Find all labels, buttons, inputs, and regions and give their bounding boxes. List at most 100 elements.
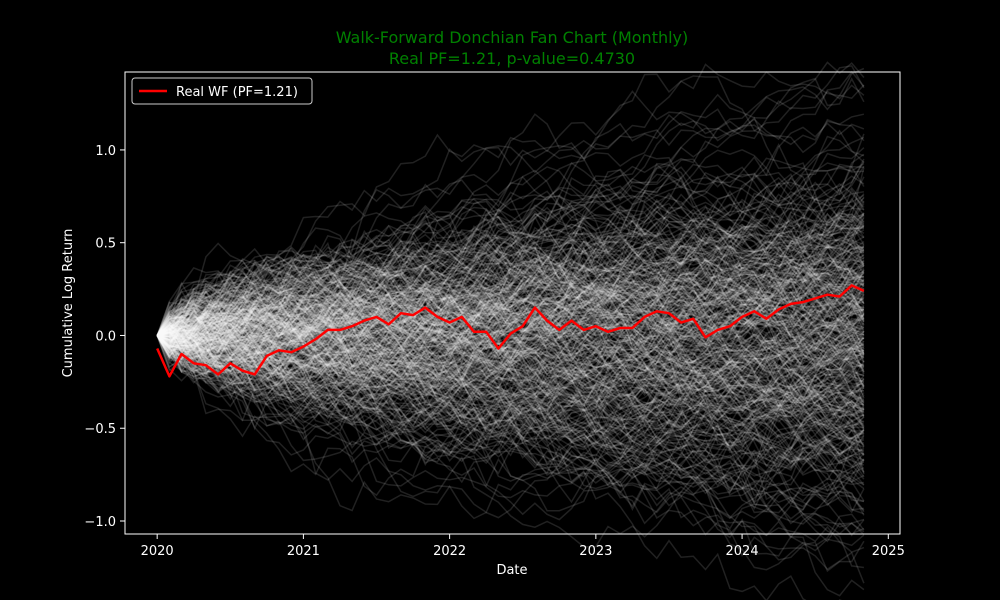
- simulation-path: [156, 305, 865, 384]
- simulation-path: [156, 77, 865, 337]
- simulation-path: [156, 90, 865, 349]
- x-tick-label: 2024: [726, 544, 759, 559]
- simulation-path: [156, 318, 865, 397]
- simulation-path: [156, 268, 865, 360]
- simulation-path: [157, 290, 865, 375]
- simulation-path: [156, 256, 865, 371]
- simulation-path: [156, 241, 865, 354]
- simulation-path: [157, 321, 865, 411]
- simulation-path: [156, 122, 865, 337]
- simulation-path: [157, 165, 864, 370]
- simulation-path: [156, 312, 865, 467]
- simulation-path: [156, 288, 865, 435]
- simulation-path: [156, 308, 865, 378]
- simulation-path: [156, 252, 865, 370]
- simulation-path: [156, 197, 865, 380]
- simulation-path: [156, 231, 865, 357]
- simulation-path: [156, 259, 865, 423]
- simulation-path: [156, 309, 865, 403]
- simulation-path: [157, 334, 864, 413]
- simulation-path: [156, 303, 865, 384]
- simulation-path: [156, 282, 865, 385]
- simulation-path: [156, 304, 865, 483]
- simulation-path: [156, 306, 865, 481]
- simulation-path: [157, 70, 865, 357]
- simulation-path: [156, 280, 865, 369]
- simulation-path: [156, 327, 865, 473]
- simulation-path: [156, 193, 865, 336]
- simulation-path: [157, 264, 865, 367]
- simulation-path: [156, 294, 865, 380]
- simulation-path: [156, 290, 865, 466]
- simulation-path: [156, 268, 865, 426]
- simulation-path: [156, 256, 865, 349]
- simulation-path: [156, 297, 865, 412]
- simulation-path: [156, 335, 865, 412]
- simulation-path: [156, 247, 865, 344]
- simulation-path: [156, 147, 865, 376]
- simulation-path: [157, 244, 865, 386]
- simulation-path: [156, 193, 865, 337]
- simulation-path: [156, 278, 865, 356]
- simulation-path: [156, 277, 865, 417]
- simulation-path: [156, 334, 865, 466]
- simulation-path: [156, 181, 865, 337]
- simulation-path: [156, 334, 864, 600]
- simulation-path: [156, 194, 865, 365]
- simulation-path: [156, 212, 865, 340]
- simulation-path: [156, 236, 865, 383]
- simulation-path: [156, 291, 865, 384]
- simulation-path: [156, 248, 865, 418]
- simulation-path: [156, 276, 865, 368]
- simulation-path: [156, 200, 865, 337]
- simulation-path: [156, 291, 865, 584]
- simulation-path: [156, 288, 865, 403]
- simulation-path: [156, 335, 865, 547]
- simulation-path: [156, 278, 865, 410]
- simulation-path: [156, 264, 865, 444]
- y-tick-label: −1.0: [84, 515, 116, 530]
- simulation-path: [156, 326, 865, 536]
- simulation-path: [156, 314, 865, 389]
- simulation-path: [156, 251, 865, 429]
- simulation-path: [156, 334, 865, 460]
- simulation-path: [156, 244, 865, 351]
- simulation-path: [156, 290, 865, 456]
- simulation-path: [156, 245, 865, 338]
- simulation-path: [156, 182, 865, 362]
- simulation-path: [156, 321, 865, 475]
- simulation-path: [156, 334, 865, 432]
- simulation-path: [156, 250, 865, 337]
- simulation-path: [157, 75, 865, 338]
- simulation-path: [156, 284, 865, 394]
- simulation-path: [156, 313, 865, 439]
- x-axis: 2020 2021 2022 2023 2024 2025: [141, 534, 905, 559]
- simulation-path: [156, 186, 865, 337]
- simulation-path: [157, 272, 865, 402]
- simulation-path: [156, 274, 865, 381]
- simulation-path: [156, 287, 865, 385]
- simulation-path: [156, 335, 865, 573]
- simulation-path: [156, 258, 864, 412]
- simulation-path: [156, 293, 865, 369]
- simulation-path: [156, 287, 865, 501]
- simulation-path: [156, 259, 865, 367]
- simulation-path: [156, 234, 865, 349]
- simulation-path: [156, 331, 865, 463]
- simulation-path: [156, 334, 865, 461]
- plot-frame: [124, 71, 901, 535]
- simulation-path: [156, 334, 865, 428]
- simulation-path: [156, 319, 865, 431]
- simulation-path: [157, 222, 864, 366]
- simulation-path: [156, 289, 865, 375]
- simulation-path: [156, 266, 865, 360]
- simulation-path: [156, 319, 865, 459]
- simulation-path: [156, 309, 865, 404]
- simulation-path: [156, 323, 865, 497]
- simulation-path: [156, 304, 865, 402]
- simulation-path: [157, 290, 864, 381]
- simulation-path: [156, 291, 865, 454]
- simulation-path: [157, 312, 865, 426]
- x-tick-label: 2020: [141, 544, 174, 559]
- simulation-path: [156, 320, 865, 426]
